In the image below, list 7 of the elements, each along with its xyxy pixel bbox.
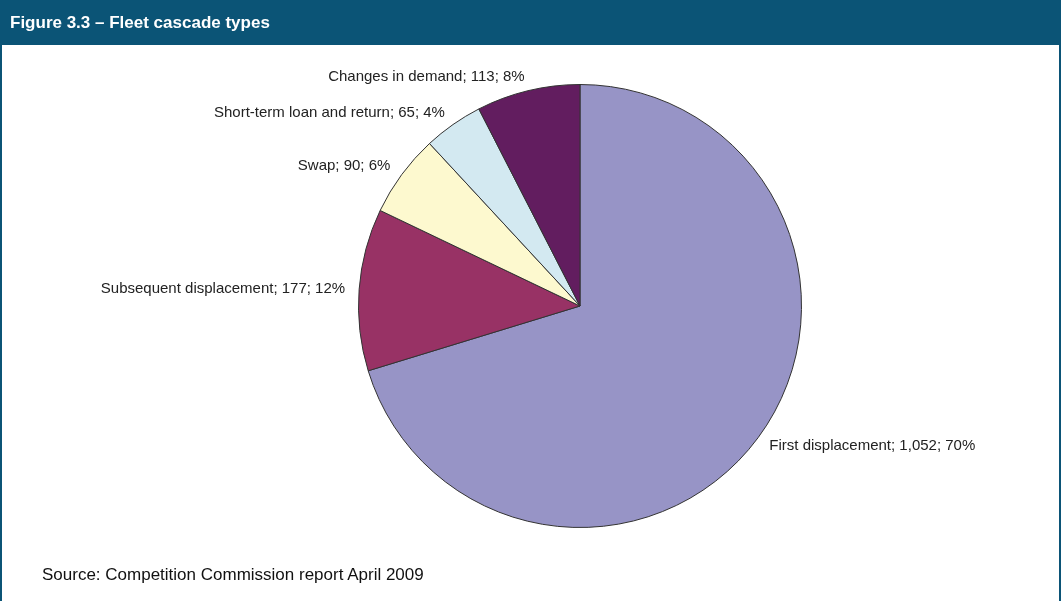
slice-label: First displacement; 1,052; 70% <box>769 436 976 454</box>
slice-label: Subsequent displacement; 177; 12% <box>100 278 346 296</box>
chart-title: Figure 3.3 – Fleet cascade types <box>0 0 1061 45</box>
source-note: Source: Competition Commission report April 2009 <box>42 565 424 585</box>
slice-label: Short-term loan and return; 65; 4% <box>213 103 445 121</box>
slice-label: Swap; 90; 6% <box>297 156 391 174</box>
slice-label: Changes in demand; 113; 8% <box>328 67 525 85</box>
